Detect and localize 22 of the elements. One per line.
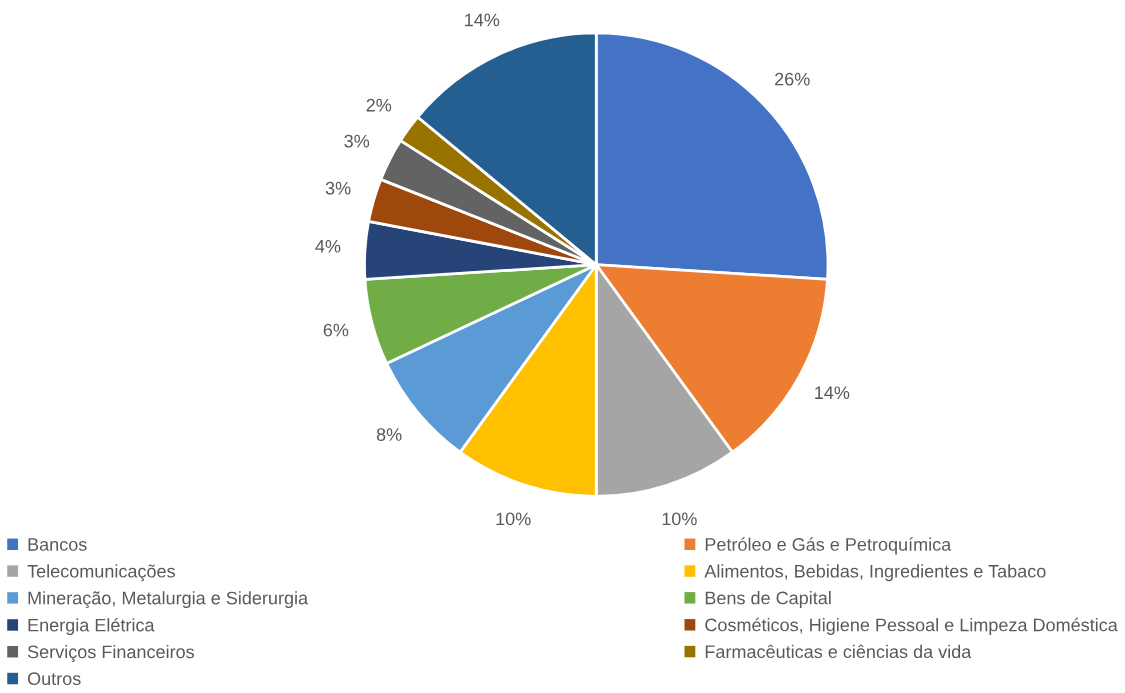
- data-label: 3%: [344, 134, 370, 148]
- data-label: 26%: [775, 72, 810, 86]
- data-label: 2%: [366, 98, 392, 112]
- legend-label: Telecomunicações: [27, 564, 175, 582]
- legend-label: Energia Elétrica: [28, 618, 155, 636]
- data-label: 14%: [465, 13, 500, 27]
- data-label: 14%: [815, 386, 850, 400]
- data-label: 10%: [662, 512, 697, 526]
- legend-label: Serviços Financeiros: [27, 645, 195, 662]
- data-label: 3%: [325, 181, 351, 195]
- legend-label: Mineração, Metalurgia e Siderurgia: [28, 591, 309, 609]
- legend-label: Bens de Capital: [705, 591, 831, 608]
- data-label: 6%: [323, 323, 349, 337]
- data-label: 4%: [315, 239, 341, 253]
- legend-label: Farmacêuticas e ciências da vida: [705, 644, 972, 659]
- legend-label: Petróleo e Gás e Petroquímica: [705, 537, 952, 555]
- data-label: 10%: [496, 512, 531, 526]
- legend-label: Outros: [27, 672, 81, 686]
- legend-label: Bancos: [28, 538, 87, 551]
- data-label: 8%: [376, 428, 402, 441]
- legend-label: Alimentos, Bebidas, Ingredientes e Tabaco: [704, 564, 1046, 582]
- legend-label: Cosméticos, Higiene Pessoal e Limpeza Doméstica: [705, 617, 1118, 635]
